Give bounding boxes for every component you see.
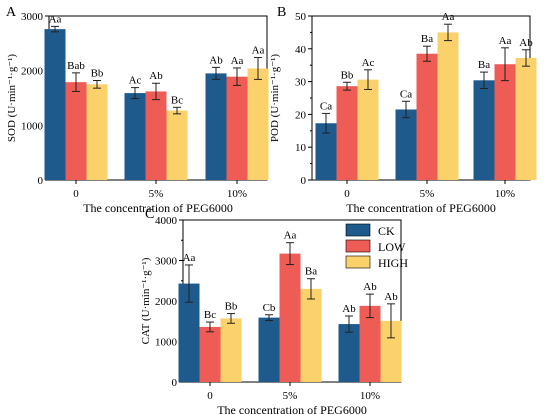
significance-label: Cb: [263, 302, 276, 314]
significance-label: Ab: [363, 281, 377, 293]
bar-high: [86, 84, 108, 180]
bar-high: [220, 318, 242, 382]
bar-low: [359, 305, 381, 382]
significance-label: Ac: [362, 57, 375, 69]
bar-ck: [124, 93, 146, 180]
panel-c: C 0 1000 2000 3000 4000 CAT (U·min⁻¹·g⁻¹) 0 5% 10…: [140, 207, 408, 415]
x-tick-label: 0: [207, 390, 213, 402]
y-axis-label: CAT (U·min⁻¹·g⁻¹): [140, 257, 152, 344]
significance-label: Ab: [519, 37, 533, 49]
x-tick-label: 10%: [360, 390, 380, 402]
y-tick-label: 3000: [21, 11, 44, 23]
y-axis-label: SOD (U·min⁻¹·g⁻¹): [6, 54, 18, 143]
significance-label: Bb: [341, 69, 354, 81]
bar-high: [300, 288, 322, 382]
significance-label: Aa: [49, 13, 62, 25]
significance-label: Ba: [421, 33, 433, 45]
bar-high: [437, 32, 459, 181]
legend-label-ck: CK: [378, 224, 395, 238]
significance-label: Ca: [320, 100, 332, 112]
bar-ck: [338, 324, 360, 382]
x-tick-label: 5%: [149, 188, 164, 200]
significance-label: Ba: [478, 59, 490, 71]
bar-high: [515, 57, 537, 180]
y-axis-label: POD (U·min⁻¹·g⁻¹): [269, 54, 281, 143]
y-tick-label: 3000: [155, 256, 178, 268]
bar-low: [145, 91, 167, 180]
bar-low: [336, 86, 358, 180]
x-tick-label: 10%: [227, 188, 247, 200]
significance-label: Ab: [209, 54, 223, 66]
significance-label: Aa: [284, 230, 297, 242]
x-axis-label: The concentration of PEG6000: [346, 201, 496, 215]
y-tick-label: 1000: [155, 337, 178, 349]
significance-label: Bc: [171, 94, 183, 106]
x-tick-label: 0: [73, 188, 79, 200]
significance-label: Bb: [91, 68, 104, 80]
bar-low: [199, 326, 221, 382]
panel-a: A 0 1000 2000 3000 SOD (U·min⁻¹·g⁻¹) 0 5% 10%The…: [6, 5, 269, 215]
panel-letter: A: [6, 5, 17, 20]
bar-ck: [44, 29, 66, 181]
significance-label: Ab: [384, 291, 398, 303]
significance-label: Ab: [342, 303, 356, 315]
significance-label: Ba: [305, 266, 317, 278]
x-axis-label: The concentration of PEG6000: [83, 201, 233, 215]
legend-label-high: HIGH: [378, 256, 408, 270]
legend-label-low: LOW: [378, 240, 406, 254]
bar-ck: [258, 317, 280, 382]
x-tick-label: 5%: [283, 390, 298, 402]
panel-letter: B: [277, 5, 286, 20]
y-tick-label: 4000: [155, 215, 178, 227]
significance-label: Bb: [225, 301, 238, 313]
significance-label: Aa: [231, 55, 244, 67]
bar-low: [279, 253, 301, 382]
significance-label: Ca: [400, 88, 412, 100]
bar-ck: [395, 109, 417, 180]
bar-low: [416, 53, 438, 180]
x-tick-label: 10%: [495, 188, 515, 200]
x-axis-label: The concentration of PEG6000: [217, 403, 367, 415]
bar-low: [226, 76, 248, 180]
bar-low: [494, 64, 516, 180]
significance-label: Aa: [183, 252, 196, 264]
legend-swatch-low: [345, 239, 371, 253]
y-tick-label: 30: [295, 77, 307, 89]
significance-label: Aa: [442, 11, 455, 23]
x-tick-label: 5%: [420, 188, 435, 200]
legend-swatch-ck: [345, 223, 371, 237]
y-tick-label: 0: [38, 175, 44, 187]
bar-ck: [473, 80, 495, 180]
y-tick-label: 20: [295, 109, 307, 121]
panel-b: B 0 10 20 30 40 50 POD (U·min⁻¹·g⁻¹) 0 5% 10%The c…: [269, 5, 537, 215]
panel-letter: C: [145, 207, 154, 222]
significance-label: Ab: [149, 70, 163, 82]
bar-low: [65, 82, 87, 180]
bar-ck: [315, 123, 337, 180]
legend: CK LOW HIGH: [345, 223, 408, 270]
legend-swatch-high: [345, 255, 371, 269]
y-tick-label: 10: [295, 142, 307, 154]
y-tick-label: 0: [301, 175, 307, 187]
significance-label: Aa: [499, 35, 512, 47]
y-tick-label: 2000: [155, 296, 178, 308]
bar-high: [247, 68, 269, 180]
y-tick-label: 1000: [21, 120, 44, 132]
y-tick-label: 2000: [21, 66, 44, 78]
bar-ck: [205, 73, 227, 180]
bar-high: [380, 320, 402, 382]
bar-high: [357, 79, 379, 180]
y-tick-label: 50: [295, 11, 307, 23]
y-tick-label: 40: [295, 44, 307, 56]
bar-high: [166, 110, 188, 180]
significance-label: Ac: [129, 75, 142, 87]
x-tick-label: 0: [344, 188, 350, 200]
significance-label: Bab: [67, 60, 85, 72]
y-tick-label: 0: [172, 377, 178, 389]
significance-label: Bc: [204, 309, 216, 321]
significance-label: Aa: [252, 45, 265, 57]
bar-ck: [178, 283, 200, 382]
